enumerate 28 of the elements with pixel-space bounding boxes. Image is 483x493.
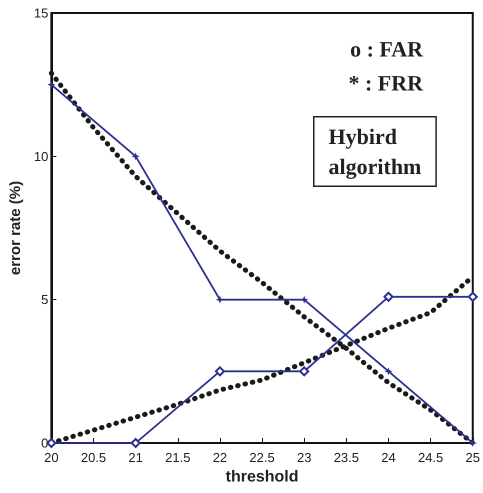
x-tick-label: 22.5 [249,450,275,465]
x-tick-label: 21.5 [165,450,190,465]
y-tick-label: 5 [41,292,48,308]
x-tick-label: 24 [381,450,396,465]
point [384,367,392,376]
annotation: * : FRR [348,70,424,96]
x-axis-title: threshold [226,468,299,486]
x-tick-label: 20.5 [80,450,106,465]
point [130,438,141,448]
x-tick-label: 20 [44,450,59,465]
point [214,366,225,376]
point [468,439,477,447]
x-tick-label: 23.5 [334,450,360,465]
annotation: Hybird algorithm [328,124,422,179]
y-axis-title: error rate (%) [7,180,24,276]
point [383,292,394,302]
x-tick-label: 22 [212,450,228,465]
x-tick-label: 24.5 [418,450,444,465]
x-tick-label: 21 [128,450,143,465]
point [299,366,310,376]
x-tick-label: 23 [296,450,312,465]
x-tick-label: 25 [466,450,480,465]
y-tick-label: 10 [34,148,48,164]
point [468,292,478,302]
y-tick-label: 15 [34,6,48,20]
annotation: o : FAR [350,36,424,62]
point [47,80,56,89]
point [132,152,140,160]
